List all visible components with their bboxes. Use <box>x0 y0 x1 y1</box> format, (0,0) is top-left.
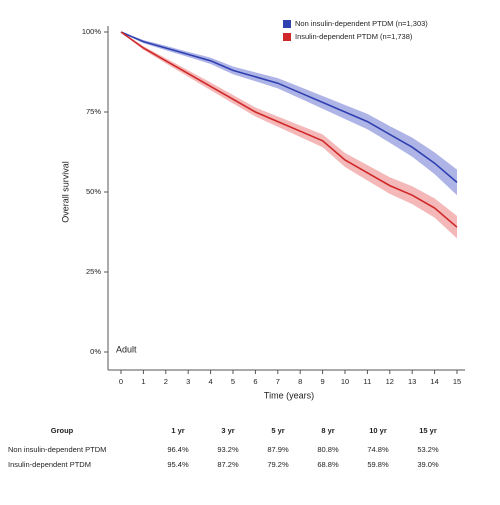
table-cell: 68.8% <box>317 460 339 469</box>
table-cell: 95.4% <box>167 460 189 469</box>
legend-label: Non insulin-dependent PTDM (n=1,303) <box>295 19 428 28</box>
y-tick-label: 0% <box>90 347 101 356</box>
table-cell: 80.8% <box>317 445 339 454</box>
table-cell: 87.9% <box>267 445 289 454</box>
table-header: Group <box>51 426 74 435</box>
survival-line <box>120 31 458 228</box>
table-cell: 87.2% <box>217 460 239 469</box>
x-tick-label: 10 <box>341 377 349 386</box>
confidence-band <box>121 32 457 196</box>
table-cell: 93.2% <box>217 445 239 454</box>
survival-line <box>120 31 458 184</box>
y-tick-label: 75% <box>86 107 101 116</box>
table-header: 8 yr <box>321 426 334 435</box>
table-cell: 79.2% <box>267 460 289 469</box>
table-cell: 59.8% <box>367 460 389 469</box>
table-header: 10 yr <box>369 426 387 435</box>
y-tick-label: 50% <box>86 187 101 196</box>
table-cell: Non insulin-dependent PTDM <box>8 445 106 454</box>
table-cell: 96.4% <box>167 445 189 454</box>
x-tick-label: 1 <box>141 377 145 386</box>
x-tick-label: 15 <box>453 377 461 386</box>
y-tick-label: 25% <box>86 267 101 276</box>
x-tick-label: 5 <box>231 377 235 386</box>
x-tick-label: 11 <box>364 377 372 386</box>
annotation: Adult <box>116 344 137 354</box>
x-tick-label: 0 <box>119 377 123 386</box>
x-tick-label: 2 <box>164 377 168 386</box>
table-cell: 53.2% <box>417 445 439 454</box>
x-tick-label: 14 <box>430 377 438 386</box>
x-tick-label: 9 <box>321 377 325 386</box>
table-cell: 39.0% <box>417 460 439 469</box>
x-tick-label: 7 <box>276 377 280 386</box>
x-tick-label: 12 <box>386 377 394 386</box>
x-tick-label: 8 <box>298 377 302 386</box>
table-header: 1 yr <box>171 426 184 435</box>
legend-swatch <box>283 33 291 41</box>
y-tick-label: 100% <box>82 27 102 36</box>
x-tick-label: 13 <box>408 377 416 386</box>
table-header: 5 yr <box>271 426 284 435</box>
x-tick-label: 4 <box>209 377 213 386</box>
table-header: 3 yr <box>221 426 234 435</box>
y-axis-title: Overall survival <box>60 161 70 223</box>
x-tick-label: 3 <box>186 377 190 386</box>
table-header: 15 yr <box>419 426 437 435</box>
table-cell: 74.8% <box>367 445 389 454</box>
legend-swatch <box>283 20 291 28</box>
x-axis-title: Time (years) <box>264 390 314 400</box>
table-cell: Insulin-dependent PTDM <box>8 460 91 469</box>
legend-label: Insulin-dependent PTDM (n=1,738) <box>295 32 413 41</box>
x-tick-label: 6 <box>253 377 257 386</box>
